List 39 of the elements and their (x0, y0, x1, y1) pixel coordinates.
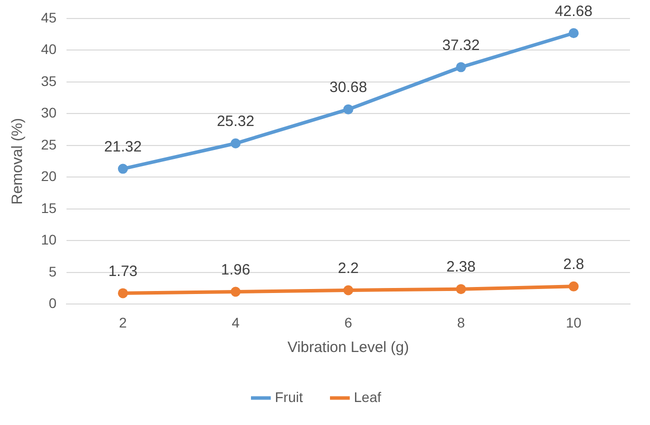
x-tick-label: 6 (344, 314, 352, 330)
data-label: 37.32 (442, 36, 480, 54)
y-tick-label: 0 (48, 295, 57, 312)
data-label: 25.32 (216, 113, 254, 130)
point (343, 285, 354, 296)
point (230, 286, 241, 297)
y-tick-label: 35 (40, 72, 57, 89)
point (230, 138, 241, 148)
point (568, 28, 579, 38)
y-tick-label: 10 (40, 232, 57, 248)
y-tick-label: 20 (40, 168, 57, 184)
x-tick-label: 8 (457, 314, 466, 330)
data-label: 2.2 (338, 260, 359, 277)
point (456, 284, 466, 294)
data-label: 2.8 (563, 256, 584, 274)
data-label: 21.32 (104, 138, 142, 156)
data-label: 2.38 (446, 258, 476, 276)
y-tick-label: 45 (40, 9, 57, 26)
point (456, 62, 466, 72)
point (343, 104, 354, 114)
x-axis-title: Vibration Level (g) (288, 339, 410, 356)
data-label: 1.73 (108, 262, 138, 280)
y-axis-title: Removal (%) (9, 118, 26, 205)
x-tick-label: 10 (566, 314, 582, 330)
data-label: 30.68 (330, 78, 368, 96)
point (118, 164, 128, 174)
x-tick-label: 2 (119, 314, 128, 330)
point (568, 281, 579, 292)
data-label: 1.96 (221, 261, 250, 278)
y-tick-label: 15 (40, 200, 57, 216)
x-tick-label: 4 (232, 314, 240, 330)
y-tick-label: 30 (40, 104, 57, 121)
legend-label: Fruit (274, 388, 303, 405)
data-label: 42.68 (554, 2, 592, 20)
point (118, 288, 128, 298)
legend-label: Leaf (354, 388, 382, 405)
y-tick-label: 25 (40, 136, 57, 152)
y-tick-label: 40 (40, 41, 57, 58)
y-tick-label: 5 (48, 263, 57, 280)
